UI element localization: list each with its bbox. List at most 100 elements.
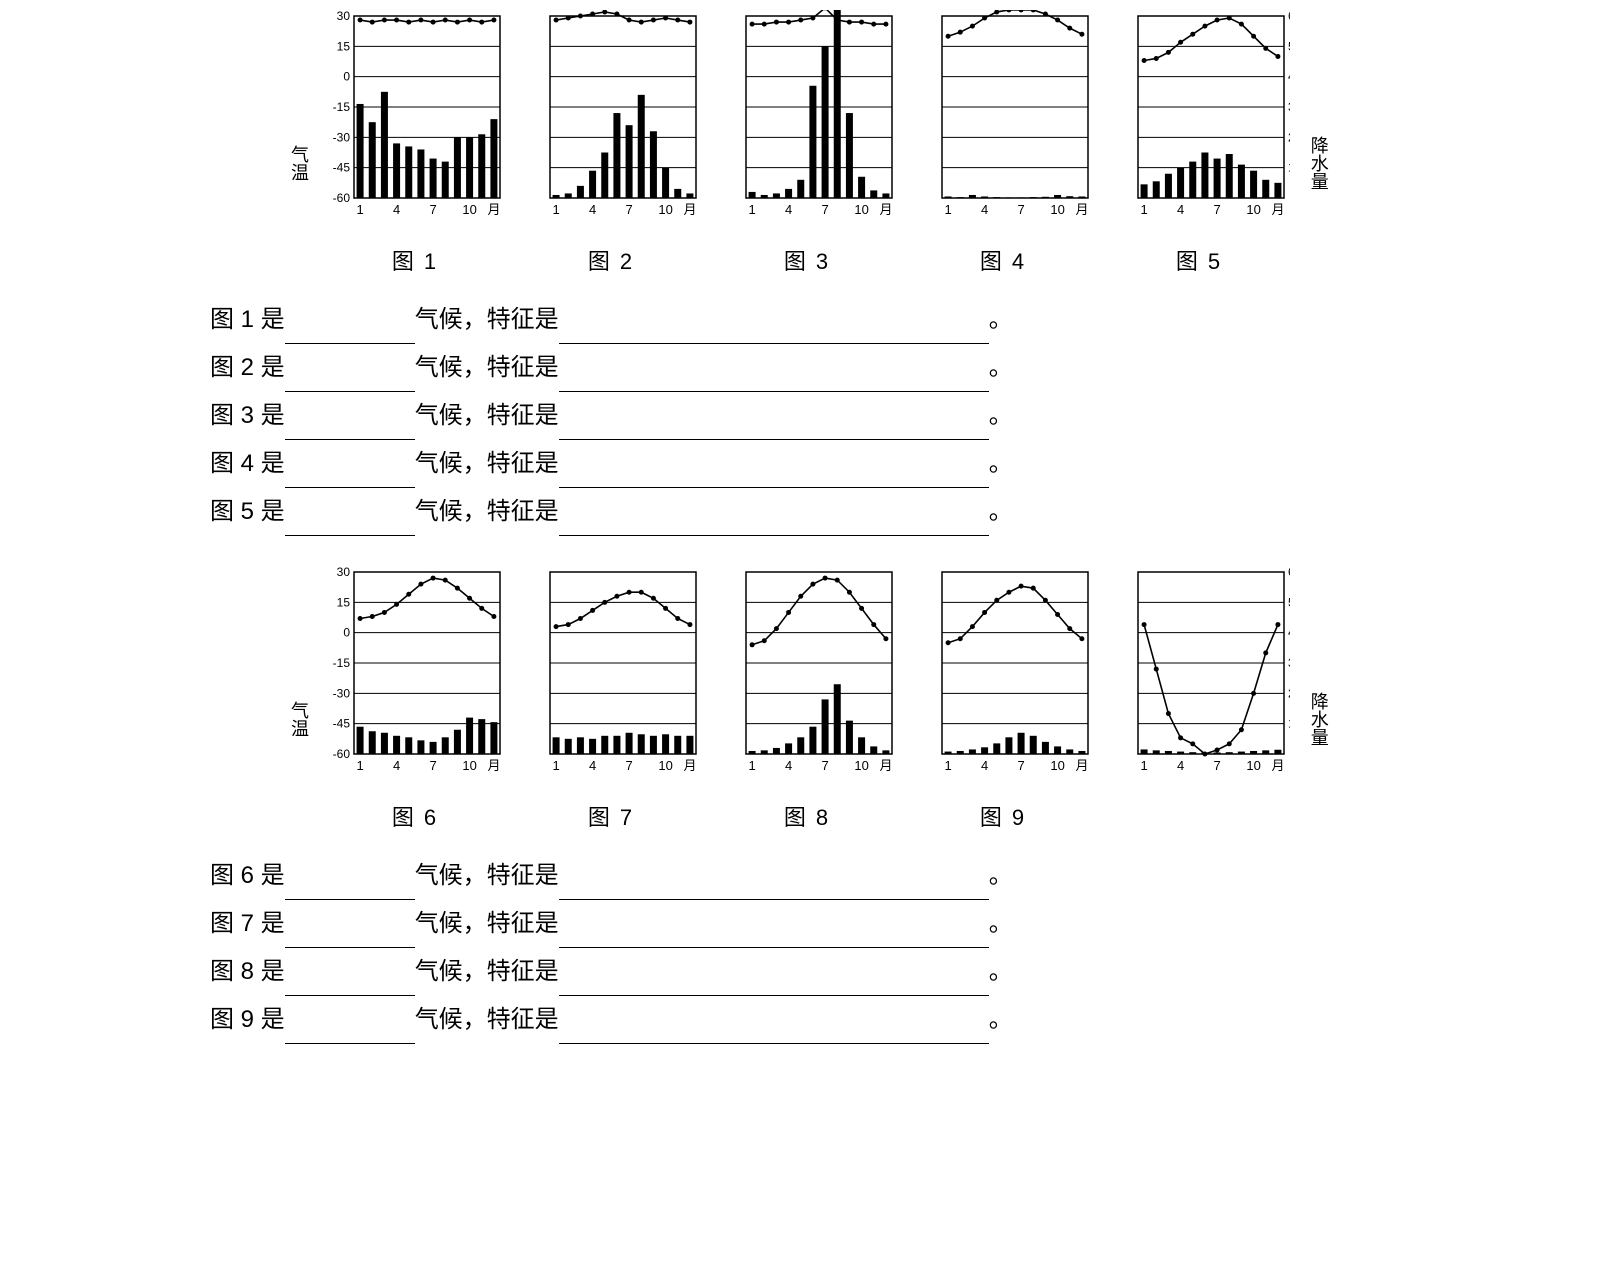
svg-text:10: 10 (462, 202, 476, 217)
svg-text:200: 200 (1288, 686, 1290, 700)
climate-chart: 14710月 (520, 566, 702, 792)
question-line: 图 8 是气候，特征是。 (210, 948, 1576, 996)
climate-chart: 14710月 (520, 10, 702, 236)
question-prefix: 图 4 是 (210, 450, 285, 477)
chart-row-1: 气温30150-15-30-45-6014710月图 114710月图 2147… (40, 10, 1576, 276)
climate-chart: 14710月 (912, 566, 1094, 792)
chart-panel: 14710月图 3 (716, 10, 898, 276)
questions-block-1: 图 1 是气候，特征是。图 2 是气候，特征是。图 3 是气候，特征是。图 4 … (210, 296, 1576, 536)
svg-text:-45: -45 (333, 161, 351, 175)
chart-caption: 图 9 (980, 800, 1026, 832)
svg-text:500: 500 (1288, 595, 1290, 609)
period: 。 (989, 1006, 1013, 1033)
svg-text:7: 7 (1213, 202, 1220, 217)
question-prefix: 图 2 是 (210, 354, 285, 381)
svg-text:月: 月 (879, 202, 892, 217)
question-line: 图 6 是气候，特征是。 (210, 852, 1576, 900)
svg-text:1: 1 (552, 758, 559, 773)
blank-feature[interactable] (559, 461, 989, 488)
question-mid: 气候，特征是 (415, 306, 559, 333)
question-mid: 气候，特征是 (415, 354, 559, 381)
svg-text:7: 7 (1017, 758, 1024, 773)
svg-text:100: 100 (1288, 161, 1290, 175)
svg-text:-45: -45 (333, 717, 351, 731)
question-line: 图 3 是气候，特征是。 (210, 392, 1576, 440)
period: 。 (989, 498, 1013, 525)
chart-caption: 图 1 (392, 244, 438, 276)
climate-chart: 30150-15-30-45-6014710月 (324, 566, 506, 792)
svg-text:7: 7 (1213, 758, 1220, 773)
period: 。 (989, 450, 1013, 477)
svg-text:1: 1 (944, 202, 951, 217)
svg-text:500: 500 (1288, 39, 1290, 53)
blank-climate-type[interactable] (285, 413, 415, 440)
questions-block-2: 图 6 是气候，特征是。图 7 是气候，特征是。图 8 是气候，特征是。图 9 … (210, 852, 1576, 1044)
svg-text:7: 7 (821, 202, 828, 217)
climate-chart: 30150-15-30-45-6014710月 (324, 10, 506, 236)
question-mid: 气候，特征是 (415, 498, 559, 525)
svg-text:4: 4 (589, 202, 596, 217)
blank-feature[interactable] (559, 509, 989, 536)
blank-feature[interactable] (559, 969, 989, 996)
blank-climate-type[interactable] (285, 317, 415, 344)
svg-text:1: 1 (944, 758, 951, 773)
svg-text:10: 10 (658, 202, 672, 217)
blank-climate-type[interactable] (285, 921, 415, 948)
blank-feature[interactable] (559, 317, 989, 344)
chart-panel: 60050040030020010014710月 (1108, 566, 1290, 832)
svg-text:-15: -15 (333, 656, 351, 670)
climate-chart: 14710月 (716, 10, 898, 236)
svg-text:月: 月 (487, 758, 500, 773)
period: 。 (989, 910, 1013, 937)
blank-feature[interactable] (559, 365, 989, 392)
svg-text:10: 10 (1050, 202, 1064, 217)
question-line: 图 2 是 气候，特征是 。 (210, 344, 1576, 392)
svg-text:100: 100 (1288, 717, 1290, 731)
svg-text:-15: -15 (333, 100, 351, 114)
period: 。 (989, 354, 1013, 381)
blank-feature[interactable] (559, 1017, 989, 1044)
chart-caption: 图 3 (784, 244, 830, 276)
svg-text:10: 10 (1246, 758, 1260, 773)
blank-feature[interactable] (559, 873, 989, 900)
question-mid: 气候，特征是 (415, 1006, 559, 1033)
blank-feature[interactable] (559, 921, 989, 948)
blank-climate-type[interactable] (285, 509, 415, 536)
chart-panel: 14710月图 2 (520, 10, 702, 276)
svg-text:4: 4 (785, 202, 792, 217)
climate-chart: 60050040030020010014710月 (1108, 10, 1290, 236)
svg-text:7: 7 (429, 758, 436, 773)
blank-climate-type[interactable] (285, 365, 415, 392)
blank-climate-type[interactable] (285, 969, 415, 996)
climate-chart: 14710月 (716, 566, 898, 792)
svg-text:1: 1 (356, 202, 363, 217)
svg-text:0: 0 (343, 70, 350, 84)
svg-text:600: 600 (1288, 566, 1290, 579)
svg-text:-60: -60 (333, 191, 351, 205)
question-line: 图 4 是 气候，特征是 。 (210, 440, 1576, 488)
svg-text:月: 月 (1271, 758, 1284, 773)
svg-text:4: 4 (393, 758, 400, 773)
blank-climate-type[interactable] (285, 1017, 415, 1044)
blank-climate-type[interactable] (285, 461, 415, 488)
period: 。 (989, 862, 1013, 889)
svg-text:4: 4 (981, 202, 988, 217)
svg-text:-30: -30 (333, 686, 351, 700)
question-line: 图 5 是气候，特征是。 (210, 488, 1576, 536)
chart-caption: 图 2 (588, 244, 634, 276)
svg-text:月: 月 (1075, 758, 1088, 773)
blank-feature[interactable] (559, 413, 989, 440)
period: 。 (989, 306, 1013, 333)
question-prefix: 图 8 是 (210, 958, 285, 985)
question-line: 图 7 是气候，特征是。 (210, 900, 1576, 948)
blank-climate-type[interactable] (285, 873, 415, 900)
question-mid: 气候，特征是 (415, 450, 559, 477)
svg-text:7: 7 (625, 758, 632, 773)
question-mid: 气候，特征是 (415, 958, 559, 985)
svg-text:7: 7 (821, 758, 828, 773)
svg-text:30: 30 (337, 10, 351, 23)
svg-text:月: 月 (487, 202, 500, 217)
svg-text:4: 4 (1177, 202, 1184, 217)
svg-text:1: 1 (748, 202, 755, 217)
precip-axis-label: 降水量 (1308, 136, 1328, 190)
